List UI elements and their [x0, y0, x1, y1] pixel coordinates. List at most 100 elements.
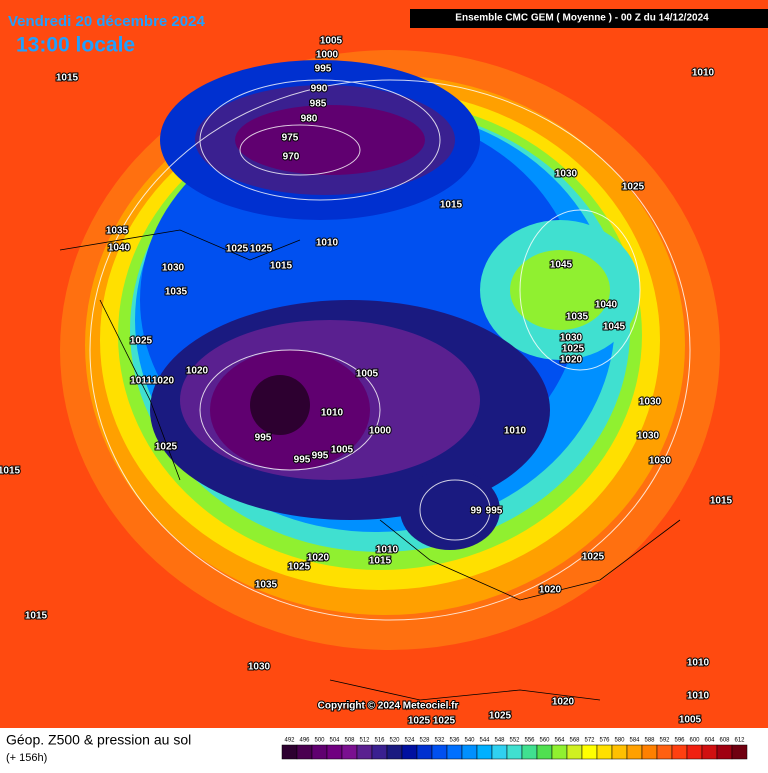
isobar-label: 995 [294, 455, 311, 466]
scale-swatch [596, 744, 613, 760]
scale-label: 572 [584, 738, 595, 744]
isobar-label: 1025 [433, 716, 456, 727]
scale-swatch [626, 744, 643, 760]
isobar-label: 1025 [582, 552, 605, 563]
isobar-label: 1010 [687, 658, 710, 669]
isobar-label: 1020 [539, 585, 562, 596]
scale-label: 608 [719, 738, 730, 744]
isobar-label: 1030 [637, 431, 660, 442]
scale-swatch [311, 744, 328, 760]
scale-label: 548 [494, 738, 505, 744]
scale-label: 612 [734, 738, 745, 744]
scale-label: 596 [674, 738, 685, 744]
isobars [89, 79, 691, 621]
scale-label: 524 [404, 738, 415, 744]
isobar-label: 1020 [552, 697, 575, 708]
scale-label: 560 [539, 738, 550, 744]
scale-swatch [341, 744, 358, 760]
isobar-label: 1005 [356, 369, 379, 380]
isobar-label: 1015 [56, 73, 79, 84]
isobar-label: 1015 [270, 261, 293, 272]
scale-label: 600 [689, 738, 700, 744]
footer-title: Géop. Z500 & pression au sol [6, 732, 191, 748]
isobar-label: 1015 [369, 556, 392, 567]
scale-label: 556 [524, 738, 535, 744]
isobar-label: 1020 [560, 355, 583, 366]
footer-lead: (+ 156h) [6, 752, 47, 764]
isobar-label: 1010 [376, 545, 399, 556]
header-bar [410, 9, 768, 28]
isobar-label: 995 [312, 451, 329, 462]
isobar-label: 995 [486, 506, 503, 517]
scale-label: 544 [479, 738, 490, 744]
isobar-label: 1015 [710, 496, 733, 507]
scale-label: 520 [389, 738, 400, 744]
isobar-label: 1005 [679, 715, 702, 726]
scale-swatch [581, 744, 598, 760]
isobar-label: 970 [283, 152, 300, 163]
isobar-label: 1020 [152, 376, 175, 387]
isobar-label: 1025 [562, 344, 585, 355]
isobar-label: 1025 [622, 182, 645, 193]
scale-label: 508 [344, 738, 355, 744]
scale-swatch [446, 744, 463, 760]
isobar-label: 1045 [550, 260, 573, 271]
geopotential-field [60, 50, 720, 650]
coastlines [59, 229, 681, 701]
scale-label: 536 [449, 738, 460, 744]
scale-swatch [686, 744, 703, 760]
isobar-label: 1015 [440, 200, 463, 211]
isobar-label: 1020 [307, 553, 330, 564]
scale-label: 512 [359, 738, 370, 744]
isobar-label: 1030 [248, 662, 271, 673]
isobar-label: 1030 [560, 333, 583, 344]
isobar-label: 1000 [369, 426, 392, 437]
isobar-label: 1010 [692, 68, 715, 79]
isobar-label: 1040 [595, 300, 618, 311]
isobar-label: 995 [315, 64, 332, 75]
scale-swatch [656, 744, 673, 760]
isobar-label: 1030 [639, 397, 662, 408]
isobar-label: 1045 [603, 322, 626, 333]
isobar-label: 1020 [186, 366, 209, 377]
time-label: 13:00 locale [16, 34, 135, 57]
isobar-label: 995 [255, 433, 272, 444]
scale-swatch [431, 744, 448, 760]
isobar-label: 985 [310, 99, 327, 110]
scale-label: 504 [329, 738, 340, 744]
isobar-label: 980 [301, 114, 318, 125]
scale-label: 500 [314, 738, 325, 744]
scale-label: 604 [704, 738, 715, 744]
scale-swatch [731, 744, 748, 760]
scale-swatch [521, 744, 538, 760]
isobar-label: 1035 [106, 226, 129, 237]
scale-swatch [641, 744, 658, 760]
isobar-label: 99 [470, 506, 482, 517]
isobar-label: 1010 [321, 408, 344, 419]
run-label: Ensemble CMC GEM ( Moyenne ) - 00 Z du 1… [455, 13, 709, 24]
copyright: Copyright © 2024 Meteociel.fr [318, 701, 459, 712]
isobar-label: 1005 [320, 36, 343, 47]
scale-swatch [506, 744, 523, 760]
isobar-label: 1010 [316, 238, 339, 249]
scale-swatch [401, 744, 418, 760]
isobar-label: 1015 [25, 611, 48, 622]
isobar-label: 1030 [555, 169, 578, 180]
isobar-label: 1025 [130, 336, 153, 347]
scale-swatch [416, 744, 433, 760]
scale-label: 592 [659, 738, 670, 744]
scale-swatch [326, 744, 343, 760]
date-label: Vendredi 20 décembre 2024 [8, 13, 205, 30]
scale-swatch [386, 744, 403, 760]
scale-label: 568 [569, 738, 580, 744]
isobar-label: 1030 [162, 263, 185, 274]
isobar-label: 1025 [288, 562, 311, 573]
isobar-label: 1030 [649, 456, 672, 467]
scale-label: 492 [284, 738, 295, 744]
isobar-label: 1025 [408, 716, 431, 727]
scale-swatch [566, 744, 583, 760]
scale-swatch [701, 744, 718, 760]
isobar-label: 1025 [489, 711, 512, 722]
color-scale: 492 496 500 504 508 512 516 520 524 528 532 536 540 5… [281, 738, 748, 760]
